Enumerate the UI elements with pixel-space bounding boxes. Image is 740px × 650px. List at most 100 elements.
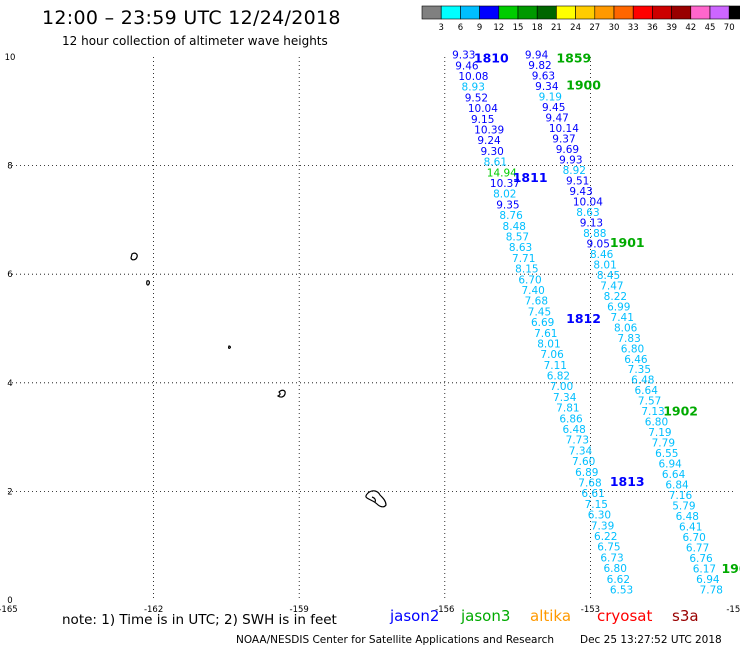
swh-value-jason3: 9.69 bbox=[556, 144, 579, 156]
swh-value-jason3: 8.88 bbox=[583, 228, 606, 240]
swh-value-jason3: 6.76 bbox=[689, 553, 713, 565]
swh-value-jason2: 6.73 bbox=[600, 552, 623, 564]
colorbar-label: 39 bbox=[666, 23, 677, 33]
swh-value-jason3: 6.94 bbox=[658, 459, 682, 471]
swh-value-jason2: 8.61 bbox=[484, 157, 507, 169]
swh-value-jason3: 10.04 bbox=[573, 196, 603, 208]
island-niihau bbox=[130, 252, 138, 261]
y-tick-label: 0 bbox=[7, 596, 12, 606]
pass-time-label: 1859 bbox=[556, 50, 591, 65]
x-tick-label: -153 bbox=[581, 605, 600, 615]
swh-value-jason3: 6.70 bbox=[682, 532, 705, 544]
swh-value-jason3: 7.78 bbox=[700, 584, 723, 596]
colorbar-swatch bbox=[536, 5, 557, 20]
map-grid: -165 -162 -159 -156 -153 -150 0 2 4 6 8 10 bbox=[0, 53, 740, 615]
colorbar-label: 9 bbox=[477, 23, 482, 33]
hawaiian-islands bbox=[130, 252, 387, 508]
colorbar-label: 70 bbox=[724, 23, 735, 33]
pass-time-labels: 1810 1811 1812 1813 1859 1900 1901 1902 190 bbox=[474, 50, 740, 575]
colorbar-swatch bbox=[479, 5, 500, 20]
swh-value-jason3: 7.13 bbox=[641, 406, 664, 418]
swh-value-jason2: 7.73 bbox=[566, 435, 589, 447]
swh-value-jason3: 9.13 bbox=[580, 217, 603, 229]
y-tick-label: 4 bbox=[7, 379, 12, 389]
swh-value-jason2: 6.89 bbox=[575, 467, 598, 479]
colorbar-swatch bbox=[728, 5, 740, 20]
swh-value-jason2: 7.06 bbox=[540, 349, 564, 361]
colorbar-swatch bbox=[556, 5, 576, 20]
pass-time-label: 1811 bbox=[513, 170, 548, 185]
swh-value-jason3: 9.94 bbox=[525, 50, 549, 62]
legend-jason2: jason2 bbox=[390, 607, 440, 625]
swh-value-jason2: 7.68 bbox=[578, 478, 601, 490]
swh-value-jason2: 7.34 bbox=[553, 392, 577, 404]
page-title: 12:00 – 23:59 UTC 12/24/2018 bbox=[42, 7, 341, 29]
swh-value-jason3: 9.82 bbox=[528, 60, 551, 72]
swh-value-jason3: 6.99 bbox=[607, 301, 630, 313]
colorbar-swatch bbox=[498, 5, 519, 20]
y-tick-label: 6 bbox=[7, 270, 12, 280]
swh-value-jason2: 9.33 bbox=[452, 50, 475, 62]
swh-value-jason3: 6.55 bbox=[655, 448, 678, 460]
swh-value-jason3: 9.34 bbox=[535, 81, 559, 93]
swh-value-jason3: 7.47 bbox=[600, 280, 623, 292]
y-tick-label: 8 bbox=[7, 162, 12, 172]
colorbar-label: 30 bbox=[609, 23, 620, 33]
swh-value-jason3: 6.84 bbox=[665, 480, 689, 492]
page-subtitle: 12 hour collection of altimeter wave hei… bbox=[62, 34, 328, 48]
swh-value-jason3: 8.45 bbox=[597, 270, 620, 282]
x-tick-label: -156 bbox=[435, 605, 454, 615]
swh-value-jason2: 7.45 bbox=[528, 306, 551, 318]
swh-value-jason2: 9.52 bbox=[465, 92, 488, 104]
island-oahu bbox=[227, 345, 232, 349]
colorbar-label: 33 bbox=[628, 23, 639, 33]
swh-value-jason3: 9.93 bbox=[559, 155, 582, 167]
colorbar-swatch bbox=[671, 5, 692, 20]
pass-time-label: 1812 bbox=[566, 311, 601, 326]
swh-value-jason3: 8.46 bbox=[590, 249, 614, 261]
legend-jason3: jason3 bbox=[461, 607, 511, 625]
swh-value-jason3: 9.43 bbox=[569, 186, 592, 198]
swh-value-jason2: 6.53 bbox=[610, 584, 633, 596]
colorbar-label: 42 bbox=[685, 23, 696, 33]
colorbar-swatch bbox=[421, 5, 442, 20]
swh-value-jason2: 9.15 bbox=[471, 114, 494, 126]
swh-value-jason3: 6.41 bbox=[679, 522, 702, 534]
swh-value-jason2: 7.61 bbox=[534, 328, 557, 340]
swh-value-jason3: 6.94 bbox=[696, 574, 720, 586]
swh-value-jason3: 8.22 bbox=[604, 291, 627, 303]
colorbar-swatch bbox=[460, 5, 480, 20]
colorbar-label: 3 bbox=[438, 23, 443, 33]
swh-value-jason3: 8.92 bbox=[563, 165, 586, 177]
legend-s3a: s3a bbox=[672, 607, 699, 625]
swh-value-jason3: 9.51 bbox=[566, 175, 589, 187]
pass-time-label: 190 bbox=[721, 561, 740, 576]
swh-value-jason3: 5.79 bbox=[672, 501, 695, 513]
legend-altika: altika bbox=[530, 607, 572, 625]
island-hawaii bbox=[365, 490, 387, 508]
colorbar-swatch bbox=[709, 5, 730, 20]
swh-value-jason2: 14.94 bbox=[487, 167, 517, 179]
colorbar-label: 15 bbox=[513, 23, 524, 33]
island-molokai-maui bbox=[276, 389, 286, 398]
colorbar-label: 45 bbox=[705, 23, 716, 33]
swh-value-jason3: 7.41 bbox=[611, 312, 634, 324]
swh-value-jason3: 6.64 bbox=[662, 469, 686, 481]
swh-value-jason3: 8.01 bbox=[593, 259, 616, 271]
swh-value-jason2: 9.30 bbox=[480, 146, 503, 158]
swh-value-jason2: 8.48 bbox=[503, 221, 526, 233]
swh-value-jason3: 7.79 bbox=[652, 438, 675, 450]
pass-time-label: 1813 bbox=[610, 474, 645, 489]
swh-value-jason2: 10.39 bbox=[474, 125, 504, 137]
swh-value-jason3: 7.57 bbox=[638, 396, 661, 408]
swh-value-jason3: 6.64 bbox=[635, 385, 659, 397]
swh-value-jason3: 9.05 bbox=[587, 238, 610, 250]
swh-value-jason2: 7.60 bbox=[572, 456, 595, 468]
swh-value-jason3: 6.80 bbox=[621, 343, 644, 355]
colorbar-swatch bbox=[575, 5, 596, 20]
pass-time-label: 1810 bbox=[474, 50, 509, 65]
pass-time-label: 1900 bbox=[566, 78, 601, 93]
